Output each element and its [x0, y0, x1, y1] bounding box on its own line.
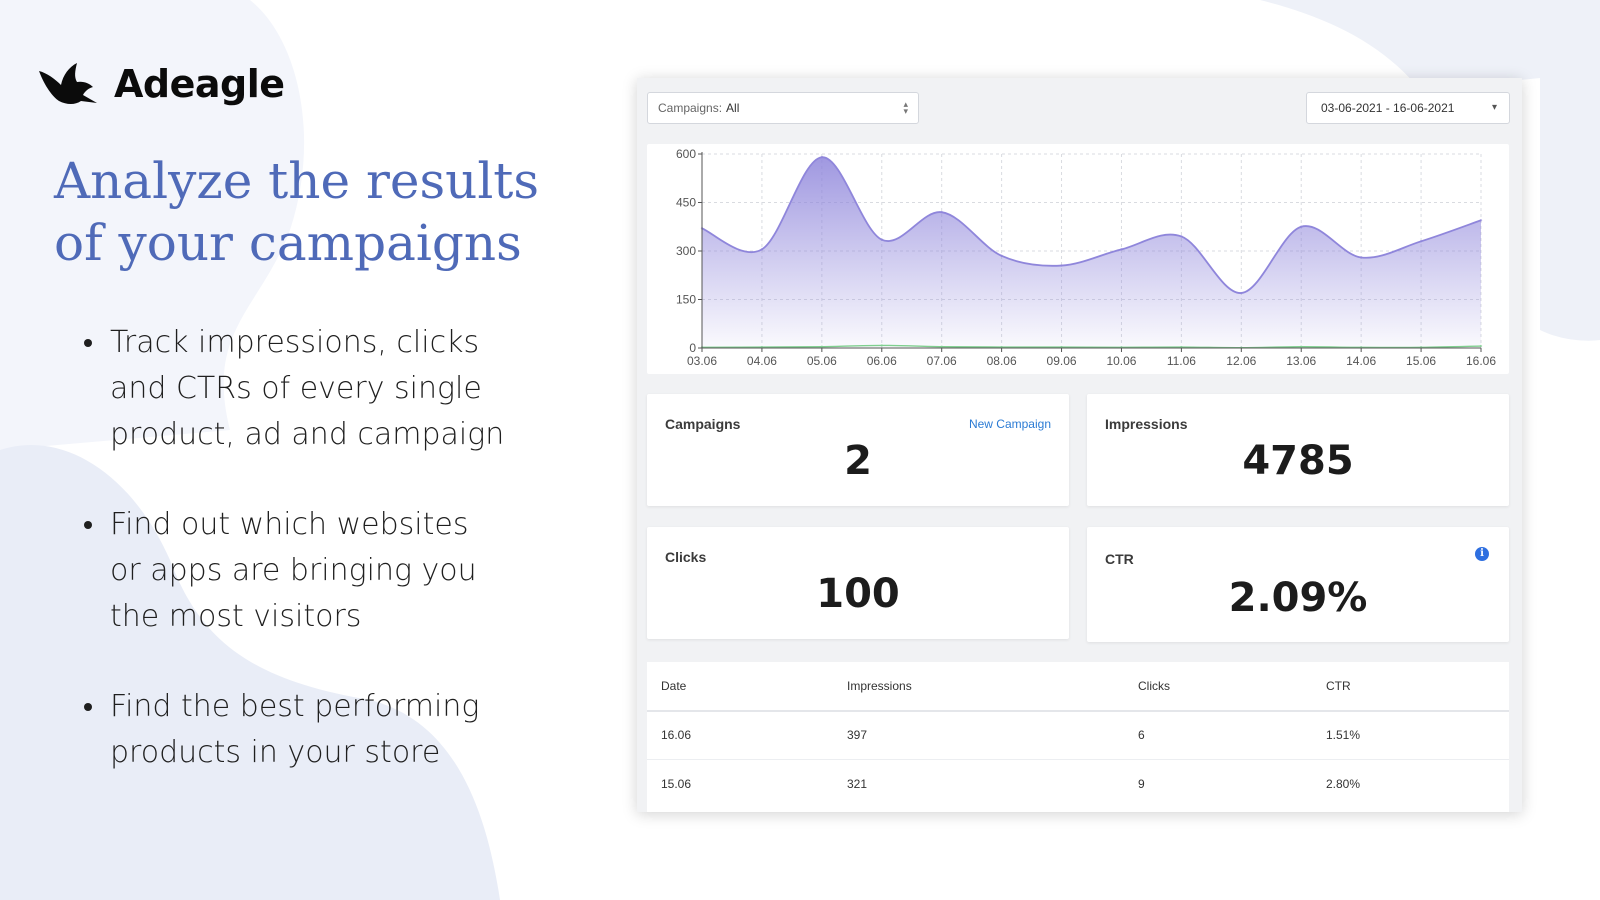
ctr-card-value: 2.09% — [1228, 575, 1368, 621]
campaign-filter-label: Campaigns: — [658, 101, 723, 115]
column-header-clicks[interactable]: Clicks — [1138, 679, 1170, 693]
y-tick-label: 450 — [676, 196, 696, 210]
table-header-row: Date Impressions Clicks CTR — [647, 662, 1509, 712]
y-tick-label: 300 — [676, 244, 696, 258]
table-row: 15.06 321 9 2.80% — [647, 760, 1509, 808]
headline: Analyze the results of your campaigns — [54, 150, 594, 274]
x-tick-label: 10.06 — [1106, 354, 1136, 368]
x-tick-label: 15.06 — [1406, 354, 1436, 368]
cell-ctr: 1.51% — [1326, 728, 1361, 742]
select-arrows-icon: ▴ ▾ — [903, 99, 908, 116]
x-tick-label: 08.06 — [987, 354, 1017, 368]
feature-text: Find the best performing — [110, 689, 480, 724]
data-point — [1180, 235, 1183, 238]
stats-table: Date Impressions Clicks CTR 16.06 397 6 … — [647, 662, 1509, 812]
data-point — [880, 344, 883, 347]
feature-text: products in your store — [110, 735, 441, 770]
date-range-value: 03-06-2021 - 16-06-2021 — [1321, 101, 1455, 115]
feature-text: Find out which websites — [110, 507, 469, 542]
data-point — [1300, 345, 1303, 348]
data-point — [1060, 264, 1063, 267]
x-tick-label: 14.06 — [1346, 354, 1376, 368]
feature-text: or apps are bringing you — [110, 553, 477, 588]
clicks-card-label: Clicks — [665, 549, 707, 565]
feature-text: the most visitors — [110, 599, 362, 634]
ctr-card-label: CTR — [1105, 551, 1134, 567]
x-tick-label: 03.06 — [687, 354, 717, 368]
background-blob-bottom-left — [0, 444, 500, 900]
data-point — [1359, 256, 1363, 259]
data-point — [1300, 225, 1303, 228]
x-tick-label: 06.06 — [867, 354, 897, 368]
campaigns-card: Campaigns New Campaign 2 — [647, 394, 1069, 506]
chevron-down-icon: ▾ — [1491, 102, 1497, 113]
brand-name: Adeagle — [114, 62, 285, 106]
data-point — [1479, 344, 1483, 348]
eagle-icon — [36, 52, 100, 116]
date-range-picker[interactable]: 03-06-2021 - 16-06-2021 ▾ — [1306, 92, 1510, 124]
series-area — [702, 157, 1481, 348]
headline-line-1: Analyze the results — [54, 152, 540, 210]
x-tick-label: 07.06 — [927, 354, 957, 368]
y-tick-label: 150 — [676, 293, 696, 307]
cell-date: 16.06 — [661, 728, 692, 742]
x-tick-label: 05.06 — [807, 354, 837, 368]
campaign-filter-select[interactable]: Campaigns: All ▴ ▾ — [647, 92, 919, 124]
column-header-impressions[interactable]: Impressions — [847, 679, 912, 693]
x-tick-label: 12.06 — [1226, 354, 1256, 368]
feature-item: Find the best performing products in you… — [80, 684, 580, 776]
data-point — [1479, 219, 1483, 222]
data-point — [1240, 291, 1243, 295]
data-point — [1419, 240, 1423, 243]
y-tick-label: 0 — [689, 341, 696, 355]
cell-ctr: 2.80% — [1326, 777, 1361, 791]
feature-text: Track impressions, clicks — [110, 325, 480, 360]
data-point — [1120, 248, 1123, 251]
feature-item: Find out which websites or apps are brin… — [80, 502, 580, 640]
impressions-chart: 0 150 300 450 600 03.06 04.06 05.06 06.06 07.06 08… — [647, 144, 1509, 374]
x-tick-label: 11.06 — [1167, 354, 1196, 368]
x-tick-label: 13.06 — [1286, 354, 1316, 368]
data-point — [820, 156, 824, 159]
campaigns-card-value: 2 — [844, 438, 872, 484]
series-line — [701, 344, 1482, 349]
dashboard-screenshot: Campaigns: All ▴ ▾ 03-06-2021 - 16-06-202… — [637, 78, 1522, 812]
clicks-card: Clicks 100 — [647, 527, 1069, 639]
ctr-card: CTR i 2.09% — [1087, 527, 1509, 642]
campaigns-card-label: Campaigns — [665, 416, 741, 432]
data-point — [1000, 254, 1003, 258]
cell-impressions: 397 — [847, 728, 868, 742]
background-blob-right — [1260, 0, 1600, 341]
feature-text: and CTRs of every single — [110, 371, 482, 406]
x-tick-label: 16.06 — [1466, 354, 1496, 368]
headline-line-2: of your campaigns — [54, 214, 522, 272]
column-header-date[interactable]: Date — [661, 679, 687, 693]
impressions-card: Impressions 4785 — [1087, 394, 1509, 506]
impressions-card-label: Impressions — [1105, 416, 1188, 432]
feature-text: product, ad and campaign — [110, 417, 505, 452]
new-campaign-link[interactable]: New Campaign — [968, 417, 1051, 431]
feature-item: Track impressions, clicks and CTRs of ev… — [80, 320, 580, 458]
data-point — [880, 238, 883, 241]
cell-clicks: 9 — [1138, 777, 1145, 791]
feature-list: Track impressions, clicks and CTRs of ev… — [80, 320, 580, 820]
cell-impressions: 321 — [847, 777, 868, 791]
brand: Adeagle — [36, 52, 285, 116]
x-tick-label: 04.06 — [747, 354, 777, 368]
campaign-filter-value: All — [726, 101, 740, 115]
cell-date: 15.06 — [661, 777, 692, 791]
info-icon[interactable]: i — [1475, 547, 1489, 561]
impressions-card-value: 4785 — [1242, 438, 1354, 484]
data-point — [760, 248, 764, 251]
data-point — [940, 345, 943, 348]
y-tick-label: 600 — [676, 147, 696, 161]
clicks-card-value: 100 — [816, 571, 900, 617]
area-chart: 0 150 300 450 600 03.06 04.06 05.06 06.06 07.06 08… — [676, 147, 1496, 368]
column-header-ctr[interactable]: CTR — [1326, 679, 1351, 693]
cell-clicks: 6 — [1138, 728, 1145, 742]
x-tick-label: 09.06 — [1047, 354, 1077, 368]
data-point — [820, 345, 824, 348]
table-row: 16.06 397 6 1.51% — [647, 711, 1509, 760]
data-point — [940, 211, 943, 214]
